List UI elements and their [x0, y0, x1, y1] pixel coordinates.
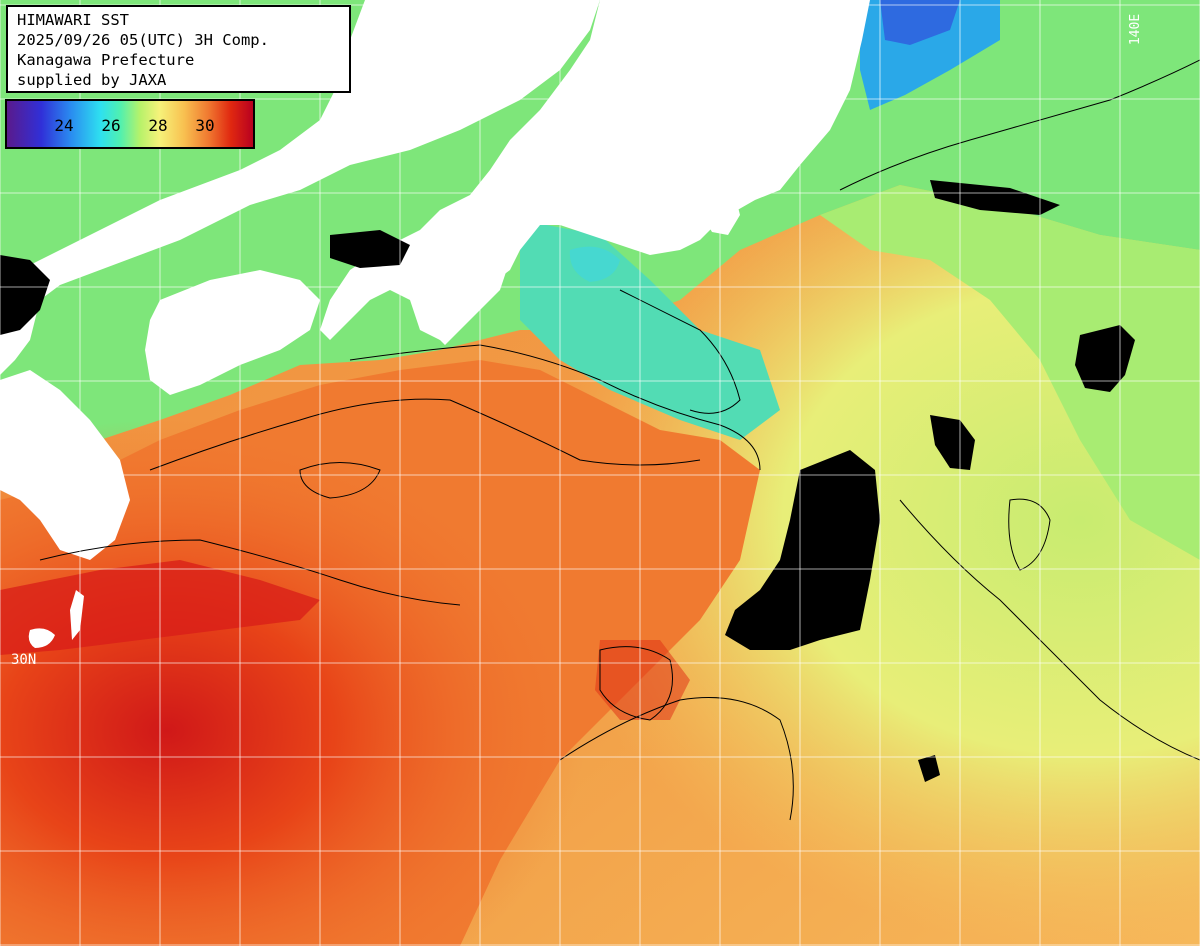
cloud-patch-central [725, 450, 880, 650]
land-tanegashima [70, 590, 84, 640]
contour-lines [39, 59, 1200, 821]
title-line-1: HIMAWARI SST [17, 11, 129, 29]
longitude-label: 140E [1128, 13, 1144, 46]
contour-26 [619, 289, 741, 414]
color-legend: 24 26 28 30 [5, 99, 255, 149]
contour-28 [349, 344, 761, 471]
cloud-patch-north [330, 230, 410, 268]
land-shikoku [145, 270, 320, 395]
legend-label-24: 24 [54, 116, 74, 135]
cloud-patch-northeast [930, 180, 1060, 215]
cloud-patch-west [0, 255, 50, 335]
legend-label-26: 26 [101, 116, 121, 135]
land-yakushima [28, 628, 55, 648]
cloud-patch-south [918, 755, 940, 782]
contour-27 [839, 59, 1200, 191]
contour-29-loop [299, 462, 381, 499]
title-line-2: 2025/09/26 05(UTC) 3H Comp. [17, 31, 269, 49]
title-box: HIMAWARI SST 2025/09/26 05(UTC) 3H Comp.… [6, 5, 351, 93]
legend-label-28: 28 [148, 116, 168, 135]
contour-29-south [559, 697, 794, 821]
hot-core-south [595, 640, 690, 720]
title-line-4: supplied by JAXA [17, 71, 167, 89]
latitude-label: 30N [11, 652, 37, 668]
land-kyushu [0, 370, 130, 560]
cloud-patch-mid [930, 415, 975, 470]
legend-label-30: 30 [195, 116, 215, 135]
land-kii-peninsula [420, 230, 510, 345]
land-honshu [0, 0, 600, 375]
teal-bay-kii [569, 246, 620, 282]
contour-30 [39, 539, 461, 606]
blue-cold-pool [880, 0, 960, 45]
title-line-3: Kanagawa Prefecture [17, 51, 195, 69]
eastern-green-band [820, 185, 1200, 560]
contour-28-east [899, 499, 1200, 761]
contour-29 [149, 398, 701, 471]
contour-30-loop [599, 646, 673, 721]
contour-28-loop [1008, 498, 1051, 571]
